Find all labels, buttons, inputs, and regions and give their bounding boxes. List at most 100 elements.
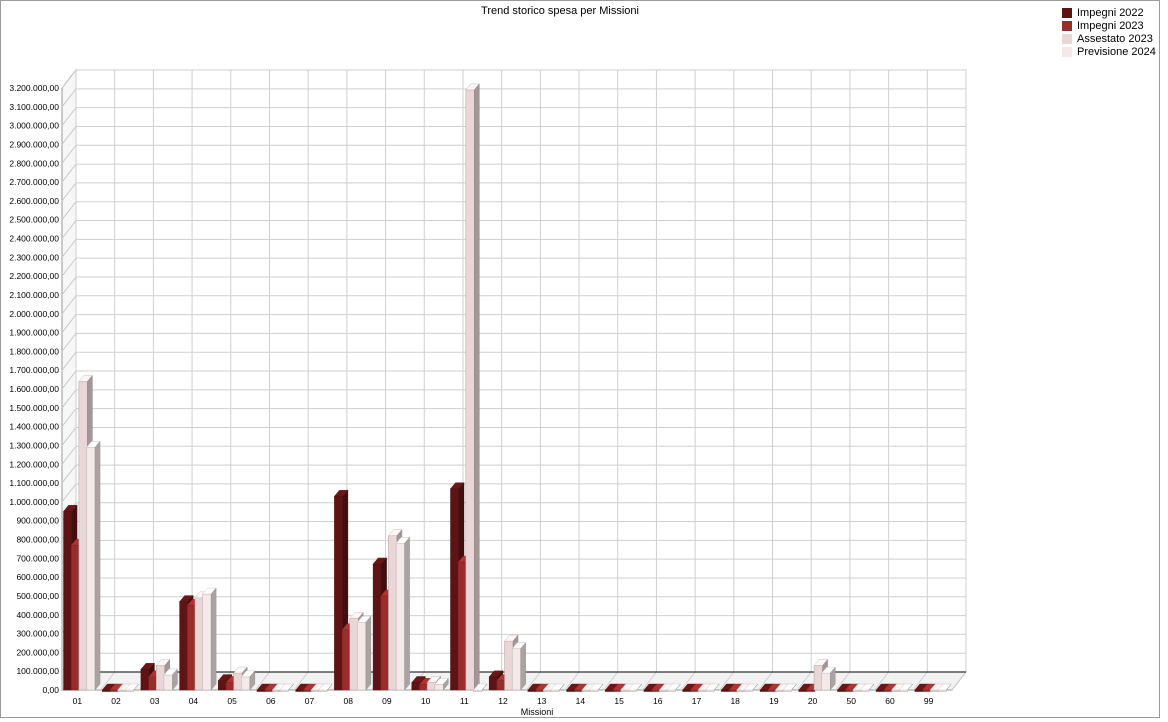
gridline-side	[61, 182, 77, 202]
bar	[728, 689, 738, 692]
bar	[690, 689, 700, 692]
y-tick-label: 2.800.000,00	[9, 158, 59, 168]
gridline-side	[61, 163, 77, 183]
x-tick-label: 99	[924, 696, 934, 706]
x-tick-label: 17	[692, 696, 702, 706]
legend-swatch	[1062, 7, 1072, 18]
bar	[434, 684, 444, 691]
bar	[202, 593, 212, 691]
x-tick-label: 18	[730, 696, 740, 706]
bar	[372, 563, 382, 691]
y-tick-label: 1.800.000,00	[9, 346, 59, 356]
y-tick-label: 500.000,00	[16, 591, 59, 601]
x-tick-label: 01	[73, 696, 83, 706]
bar-side	[559, 683, 565, 691]
gridline-side	[61, 276, 77, 296]
y-tick-label: 900.000,00	[16, 516, 59, 526]
y-tick-label: 300.000,00	[16, 629, 59, 639]
bar-side	[365, 615, 372, 691]
legend-label: Impegni 2022	[1077, 6, 1144, 19]
y-tick-label: 200.000,00	[16, 647, 59, 657]
y-tick-label: 1.400.000,00	[9, 422, 59, 432]
bar	[682, 689, 692, 692]
bar	[109, 689, 119, 692]
bar-side	[520, 642, 526, 691]
bar-side	[597, 683, 604, 691]
gridline-floor	[255, 671, 270, 691]
bar	[179, 601, 189, 691]
gridline-floor	[100, 671, 116, 691]
legend-item: Previsione 2024	[1062, 45, 1156, 58]
bar	[759, 689, 769, 692]
bar	[744, 689, 754, 692]
y-tick-label: 1.500.000,00	[9, 403, 59, 413]
x-tick-label: 60	[885, 696, 895, 706]
bar	[78, 381, 88, 691]
x-tick-label: 11	[460, 696, 469, 706]
legend-label: Previsione 2024	[1077, 45, 1156, 58]
y-tick-label: 100.000,00	[16, 666, 59, 676]
gridline-side	[61, 144, 77, 164]
bar	[705, 689, 715, 692]
bar	[357, 622, 367, 691]
bar	[806, 689, 816, 692]
bar	[295, 689, 305, 692]
y-tick-label: 2.300.000,00	[9, 252, 59, 262]
bar	[63, 511, 73, 691]
bar	[194, 597, 204, 691]
bar	[218, 680, 228, 691]
bar	[643, 689, 653, 692]
gridline-floor	[874, 671, 890, 691]
x-tick-label: 05	[227, 696, 237, 706]
bar-side	[868, 683, 875, 691]
bar	[612, 689, 622, 692]
bar	[101, 689, 112, 692]
bar-side	[481, 683, 488, 691]
x-tick-label: 03	[150, 696, 160, 706]
y-tick-label: 800.000,00	[16, 535, 59, 545]
bar	[659, 689, 669, 692]
bar-side	[714, 683, 720, 691]
gridline-side	[61, 88, 77, 108]
bar	[914, 689, 924, 692]
bar	[318, 689, 328, 692]
y-tick-label: 600.000,00	[16, 572, 59, 582]
bar	[891, 689, 901, 692]
bar	[504, 640, 514, 691]
bar	[883, 689, 893, 692]
gridline-side	[61, 389, 77, 409]
x-axis-label: Missioni	[521, 707, 554, 717]
bar	[875, 689, 885, 692]
bar	[852, 689, 862, 692]
bar	[736, 689, 746, 692]
bar	[86, 447, 96, 691]
legend-item: Assestato 2023	[1062, 32, 1156, 45]
y-tick-label: 2.900.000,00	[9, 139, 59, 149]
y-tick-label: 1.900.000,00	[9, 328, 59, 338]
gridline-floor	[293, 671, 309, 691]
bar	[721, 689, 731, 692]
bar	[334, 495, 344, 691]
bar	[767, 689, 777, 692]
x-tick-label: 10	[421, 696, 431, 706]
bar	[628, 689, 638, 692]
bar	[922, 689, 932, 692]
y-tick-label: 2.100.000,00	[9, 290, 59, 300]
bar	[279, 689, 289, 692]
x-tick-label: 14	[576, 696, 586, 706]
gridline-floor	[680, 671, 696, 691]
bar	[241, 676, 251, 691]
bar	[117, 689, 127, 692]
bar	[264, 689, 274, 692]
gridline-side	[61, 295, 77, 315]
y-tick-label: 1.200.000,00	[9, 459, 59, 469]
bar	[813, 665, 823, 691]
y-tick-label: 2.700.000,00	[9, 177, 59, 187]
bar	[775, 689, 785, 692]
bar	[798, 689, 808, 692]
bar	[465, 89, 475, 691]
x-tick-label: 04	[189, 696, 199, 706]
x-tick-label: 19	[769, 696, 779, 706]
x-tick-label: 07	[305, 696, 315, 706]
